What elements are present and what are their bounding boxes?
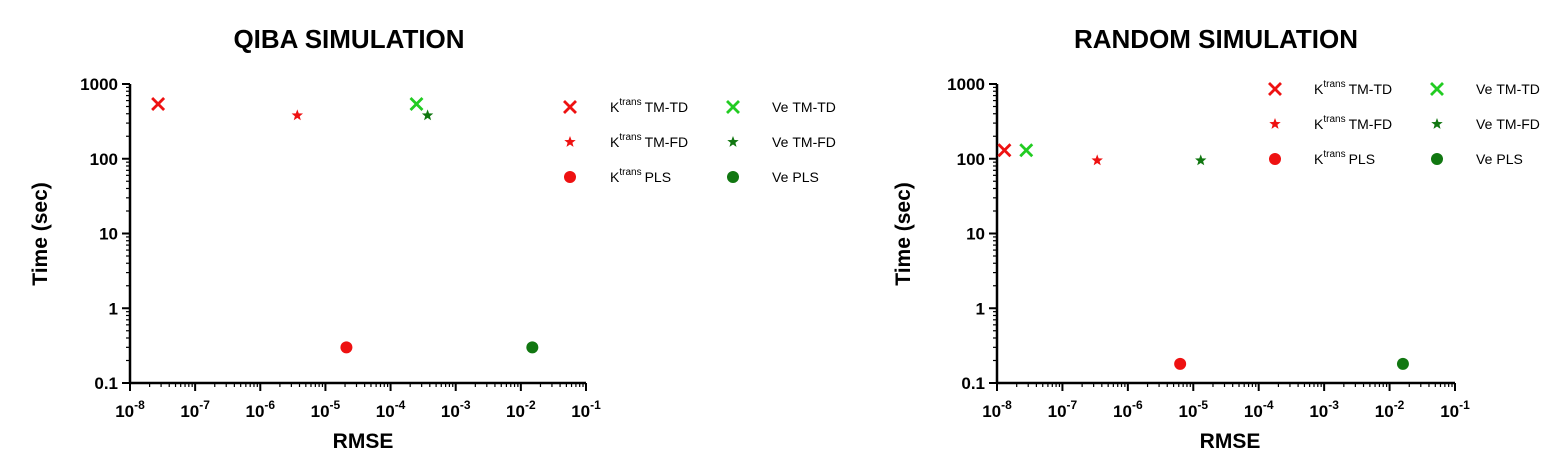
y-axis-title: Time (sec): [892, 182, 915, 286]
data-point: [526, 341, 539, 354]
random-simulation-chart: RANDOM SIMULATION RMSE Time (sec) 10-8 10…: [892, 24, 1540, 453]
legend-marker: [1430, 82, 1444, 96]
y-tick-label: 1000: [947, 75, 985, 94]
x-tick-label: 10-3: [1309, 398, 1339, 421]
plot-marks: [997, 143, 1409, 370]
y-tick-label: 100: [90, 150, 118, 169]
legend-marker: [1269, 153, 1281, 165]
legend-label: Ktrans TM-FD: [1314, 114, 1392, 132]
legend-label: Ktrans PLS: [610, 167, 671, 185]
x-tick-label: 10-1: [1440, 398, 1470, 421]
y-tick-label: 10: [99, 225, 118, 244]
legend-marker: [727, 171, 739, 183]
data-point: [421, 109, 434, 121]
qiba-simulation-chart: QIBA SIMULATION RMSE Time (sec) 10-8 10-7…: [29, 24, 836, 453]
chart-title: RANDOM SIMULATION: [1074, 24, 1358, 54]
x-tick-label: 10-1: [571, 398, 601, 421]
x-tick-label: 10-2: [506, 398, 536, 421]
data-point: [1396, 357, 1409, 370]
legend-marker: [1268, 82, 1282, 96]
x-tick-label: 10-7: [180, 398, 210, 421]
legend-marker: [1269, 118, 1281, 129]
data-point: [997, 143, 1012, 158]
legend-label: Ktrans PLS: [1314, 149, 1375, 167]
legend-marker: [1431, 153, 1443, 165]
x-tick-label: 10-4: [1244, 398, 1274, 421]
y-tick-label: 100: [957, 150, 985, 169]
data-point: [1019, 143, 1034, 158]
y-tick-label: 1000: [80, 75, 118, 94]
x-tick-label: 10-5: [1178, 398, 1208, 421]
legend: Ktrans TM-TD Ktrans TM-FD Ktrans PLS Ve TM-TD Ve…: [563, 97, 836, 185]
x-tick-label: 10-8: [115, 398, 145, 421]
chart-title: QIBA SIMULATION: [233, 24, 464, 54]
axes: 10-8 10-7 10-6 10-5 10-4 10-3 10-2 10-1 0.1 1 10 10…: [947, 75, 1470, 421]
plot-marks: [151, 97, 539, 354]
y-tick-label: 1: [109, 299, 118, 318]
x-axis-title: RMSE: [1200, 430, 1261, 453]
legend-label: Ve TM-FD: [772, 134, 836, 150]
legend-label: Ve PLS: [772, 169, 819, 185]
data-point: [340, 341, 353, 354]
data-point: [409, 97, 424, 111]
legend-marker: [727, 136, 739, 147]
legend-marker: [564, 171, 576, 183]
x-tick-label: 10-8: [982, 398, 1012, 421]
data-point: [1091, 154, 1103, 166]
x-tick-label: 10-7: [1048, 398, 1078, 421]
x-tick-label: 10-3: [441, 398, 471, 421]
legend-label: Ve TM-TD: [772, 99, 836, 115]
legend-label: Ve TM-TD: [1476, 81, 1540, 97]
x-tick-label: 10-6: [1113, 398, 1143, 421]
y-tick-label: 10: [966, 225, 985, 244]
data-point: [1174, 357, 1187, 370]
x-tick-label: 10-2: [1375, 398, 1405, 421]
y-tick-label: 0.1: [94, 374, 118, 393]
y-axis-title: Time (sec): [29, 182, 52, 286]
axes: 10-8 10-7 10-6 10-5 10-4 10-3 10-2 10-1 0.1 1 10 10…: [80, 75, 601, 421]
legend-marker: [564, 136, 576, 147]
x-tick-label: 10-5: [311, 398, 341, 421]
legend-label: Ve PLS: [1476, 151, 1523, 167]
y-tick-label: 0.1: [961, 374, 985, 393]
x-tick-label: 10-4: [376, 398, 406, 421]
legend-label: Ktrans TM-FD: [610, 132, 688, 150]
legend-marker: [1431, 118, 1443, 129]
x-axis-title: RMSE: [333, 430, 394, 453]
legend: Ktrans TM-TD Ktrans TM-FD Ktrans PLS Ve TM-TD Ve…: [1268, 79, 1540, 167]
data-point: [1195, 154, 1207, 166]
legend-marker: [563, 100, 577, 114]
legend-marker: [726, 100, 740, 114]
legend-label: Ve TM-FD: [1476, 116, 1540, 132]
x-tick-label: 10-6: [245, 398, 275, 421]
legend-label: Ktrans TM-TD: [1314, 79, 1392, 97]
data-point: [151, 97, 166, 111]
legend-label: Ktrans TM-TD: [610, 97, 688, 115]
data-point: [291, 109, 304, 121]
y-tick-label: 1: [976, 299, 985, 318]
